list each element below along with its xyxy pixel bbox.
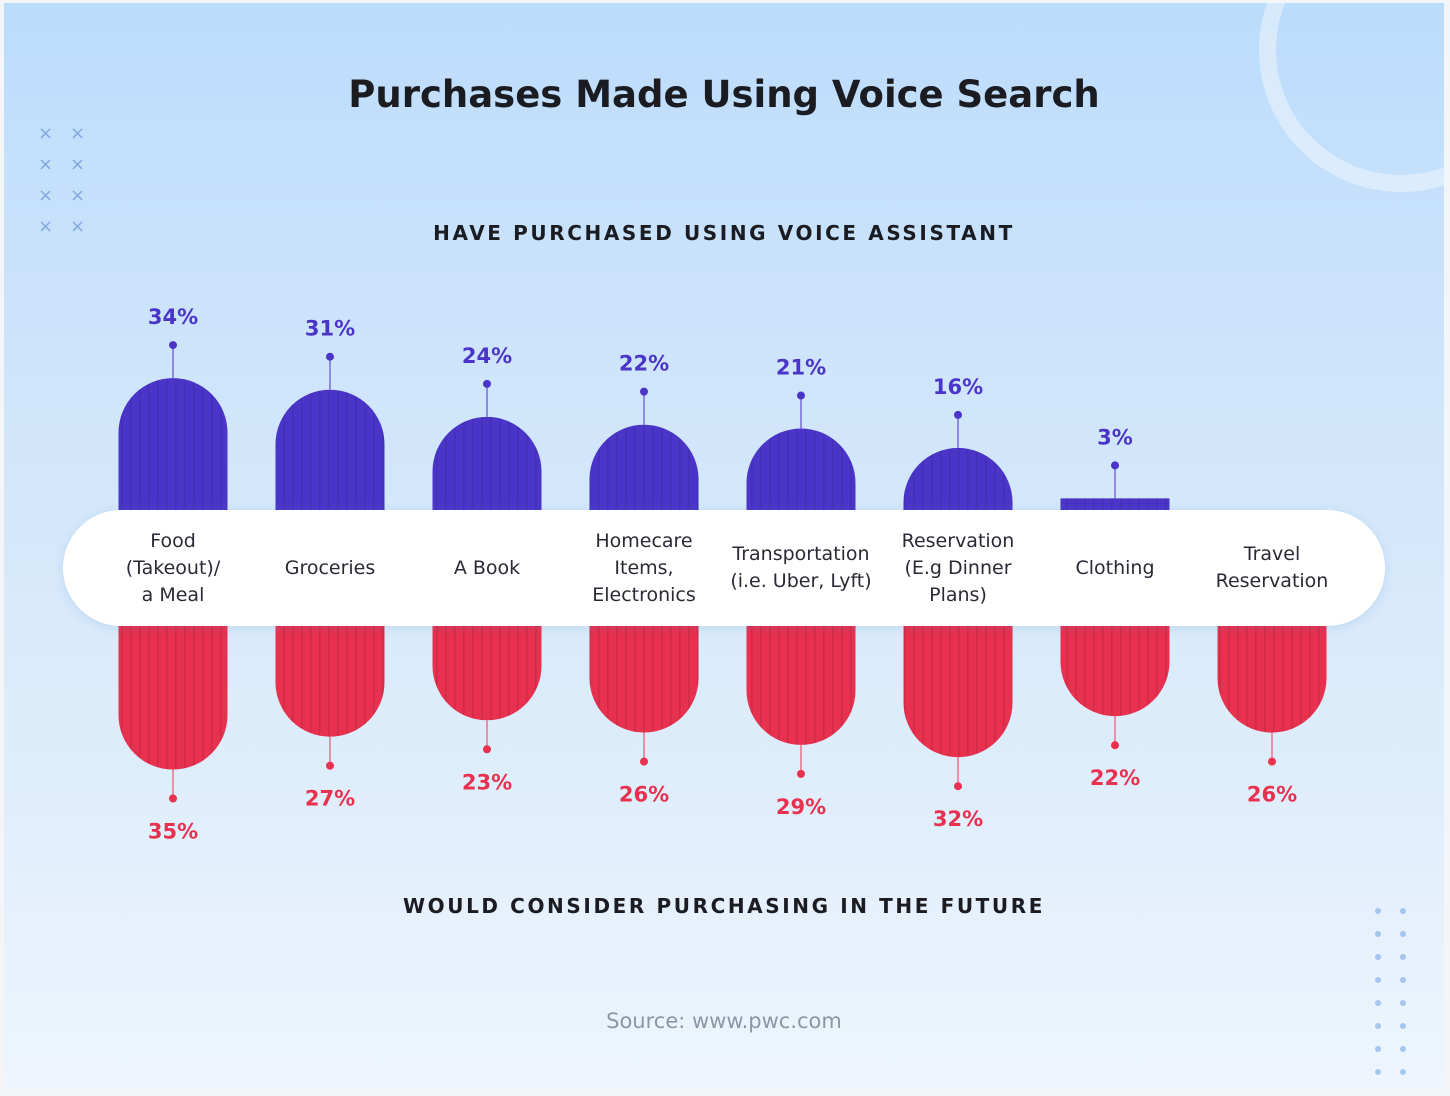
dot-mark (1400, 1000, 1406, 1006)
leader-dot (954, 782, 962, 791)
dot-mark (1375, 1069, 1381, 1075)
value-label-future-2: 23% (462, 770, 512, 794)
dot-mark (1400, 931, 1406, 937)
dot-mark (1400, 908, 1406, 914)
bar-texture (903, 447, 1013, 510)
cross-mark: × (70, 154, 86, 175)
bar-texture (432, 626, 542, 721)
value-label-purchased-4: 21% (776, 356, 826, 380)
dot-mark (1400, 1069, 1406, 1075)
dot-mark (1400, 1023, 1406, 1029)
series-label-purchased: HAVE PURCHASED USING VOICE ASSISTANT (433, 221, 1015, 245)
infographic-frame: × × × × × × × × Purchases Made Using Voice Sear… (4, 3, 1444, 1089)
dot-mark (1375, 1046, 1381, 1052)
category-label-5: Reservation (E.g Dinner Plans) (901, 529, 1015, 606)
series-label-future: WOULD CONSIDER PURCHASING IN THE FUTURE (402, 894, 1046, 918)
dot-mark (1375, 1023, 1381, 1029)
bar-texture (118, 378, 228, 510)
leader-dot (1111, 461, 1119, 470)
leader-dot (483, 379, 491, 388)
category-label-7: Travel Reservation (1215, 543, 1329, 592)
bar-texture (1060, 626, 1170, 717)
leader-dot (326, 352, 334, 361)
cross-mark: × (38, 123, 54, 144)
cross-mark: × (70, 123, 86, 144)
value-label-future-5: 32% (933, 807, 983, 831)
bar-texture (118, 626, 228, 770)
value-label-purchased-5: 16% (933, 375, 983, 399)
value-label-future-3: 26% (619, 783, 669, 807)
cross-mark: × (38, 216, 54, 237)
dot-mark (1375, 954, 1381, 960)
chart-plot: 34% 35% 31% 27% 24% 23% 22% 26% 21% 29% 16% 32% 3% 22… (118, 305, 1327, 844)
value-label-purchased-1: 31% (305, 317, 355, 341)
leader-dot (326, 761, 334, 770)
source-note: Source: www.pwc.com (606, 1009, 842, 1033)
dot-mark (1400, 1046, 1406, 1052)
dot-mark (1375, 977, 1381, 983)
chart-title: Purchases Made Using Voice Search (348, 73, 1100, 116)
bar-texture (1060, 498, 1170, 510)
bar-texture (432, 416, 542, 510)
dot-mark (1375, 1000, 1381, 1006)
cross-mark: × (70, 216, 86, 237)
bar-texture (589, 626, 699, 733)
value-label-purchased-3: 22% (619, 352, 669, 376)
leader-dot (169, 794, 177, 803)
value-label-purchased-6: 3% (1097, 425, 1133, 449)
category-label-1: Groceries (284, 556, 376, 579)
bar-texture (1217, 626, 1327, 733)
bar-texture (903, 626, 1013, 758)
leader-dot (640, 757, 648, 766)
dot-mark (1400, 977, 1406, 983)
leader-dot (797, 769, 805, 778)
leader-dot (797, 391, 805, 400)
cross-mark: × (38, 185, 54, 206)
leader-dot (169, 341, 177, 350)
category-label-4: Transportation (i.e. Uber, Lyft) (730, 543, 872, 592)
leader-dot (1268, 757, 1276, 766)
bar-texture (275, 626, 385, 737)
category-label-2: A Book (453, 556, 521, 579)
category-label-3: Homecare Items, Electronics (592, 529, 696, 606)
cross-mark: × (70, 185, 86, 206)
value-label-future-7: 26% (1247, 783, 1297, 807)
dot-mark (1400, 954, 1406, 960)
value-label-purchased-0: 34% (148, 305, 198, 329)
cross-mark: × (38, 154, 54, 175)
leader-dot (954, 410, 962, 419)
leader-dot (640, 387, 648, 396)
value-label-future-4: 29% (776, 795, 826, 819)
category-label-6: Clothing (1075, 556, 1155, 579)
bar-texture (746, 626, 856, 745)
bar-texture (589, 424, 699, 510)
value-label-purchased-2: 24% (462, 344, 512, 368)
bar-texture (746, 428, 856, 510)
dot-mark (1375, 908, 1381, 914)
value-label-future-0: 35% (148, 820, 198, 844)
category-label-0: Food (Takeout)/ a Meal (125, 529, 221, 606)
leader-dot (483, 745, 491, 754)
category-band (63, 510, 1385, 626)
value-label-future-6: 22% (1090, 766, 1140, 790)
leader-dot (1111, 741, 1119, 750)
bar-texture (275, 389, 385, 510)
value-label-future-1: 27% (305, 787, 355, 811)
dot-mark (1375, 931, 1381, 937)
